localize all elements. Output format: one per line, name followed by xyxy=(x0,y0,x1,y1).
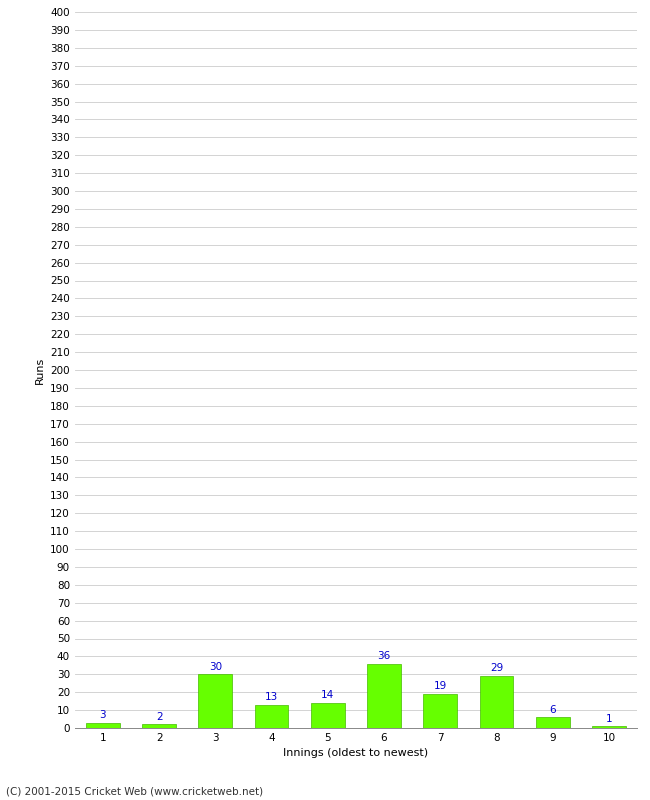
Y-axis label: Runs: Runs xyxy=(34,356,45,384)
Bar xyxy=(423,694,457,728)
Bar xyxy=(311,703,344,728)
Text: 13: 13 xyxy=(265,692,278,702)
Bar xyxy=(592,726,626,728)
Text: 30: 30 xyxy=(209,662,222,672)
Text: 3: 3 xyxy=(99,710,106,720)
Bar xyxy=(198,674,232,728)
Text: 2: 2 xyxy=(156,712,162,722)
Text: 36: 36 xyxy=(378,651,391,661)
Text: (C) 2001-2015 Cricket Web (www.cricketweb.net): (C) 2001-2015 Cricket Web (www.cricketwe… xyxy=(6,786,264,796)
Bar xyxy=(367,663,401,728)
Bar xyxy=(255,705,289,728)
X-axis label: Innings (oldest to newest): Innings (oldest to newest) xyxy=(283,749,428,758)
Text: 19: 19 xyxy=(434,682,447,691)
Text: 14: 14 xyxy=(321,690,334,700)
Text: 6: 6 xyxy=(549,705,556,714)
Bar xyxy=(536,718,569,728)
Text: 29: 29 xyxy=(490,663,503,674)
Bar xyxy=(142,725,176,728)
Bar xyxy=(480,676,514,728)
Bar xyxy=(86,722,120,728)
Text: 1: 1 xyxy=(606,714,612,723)
